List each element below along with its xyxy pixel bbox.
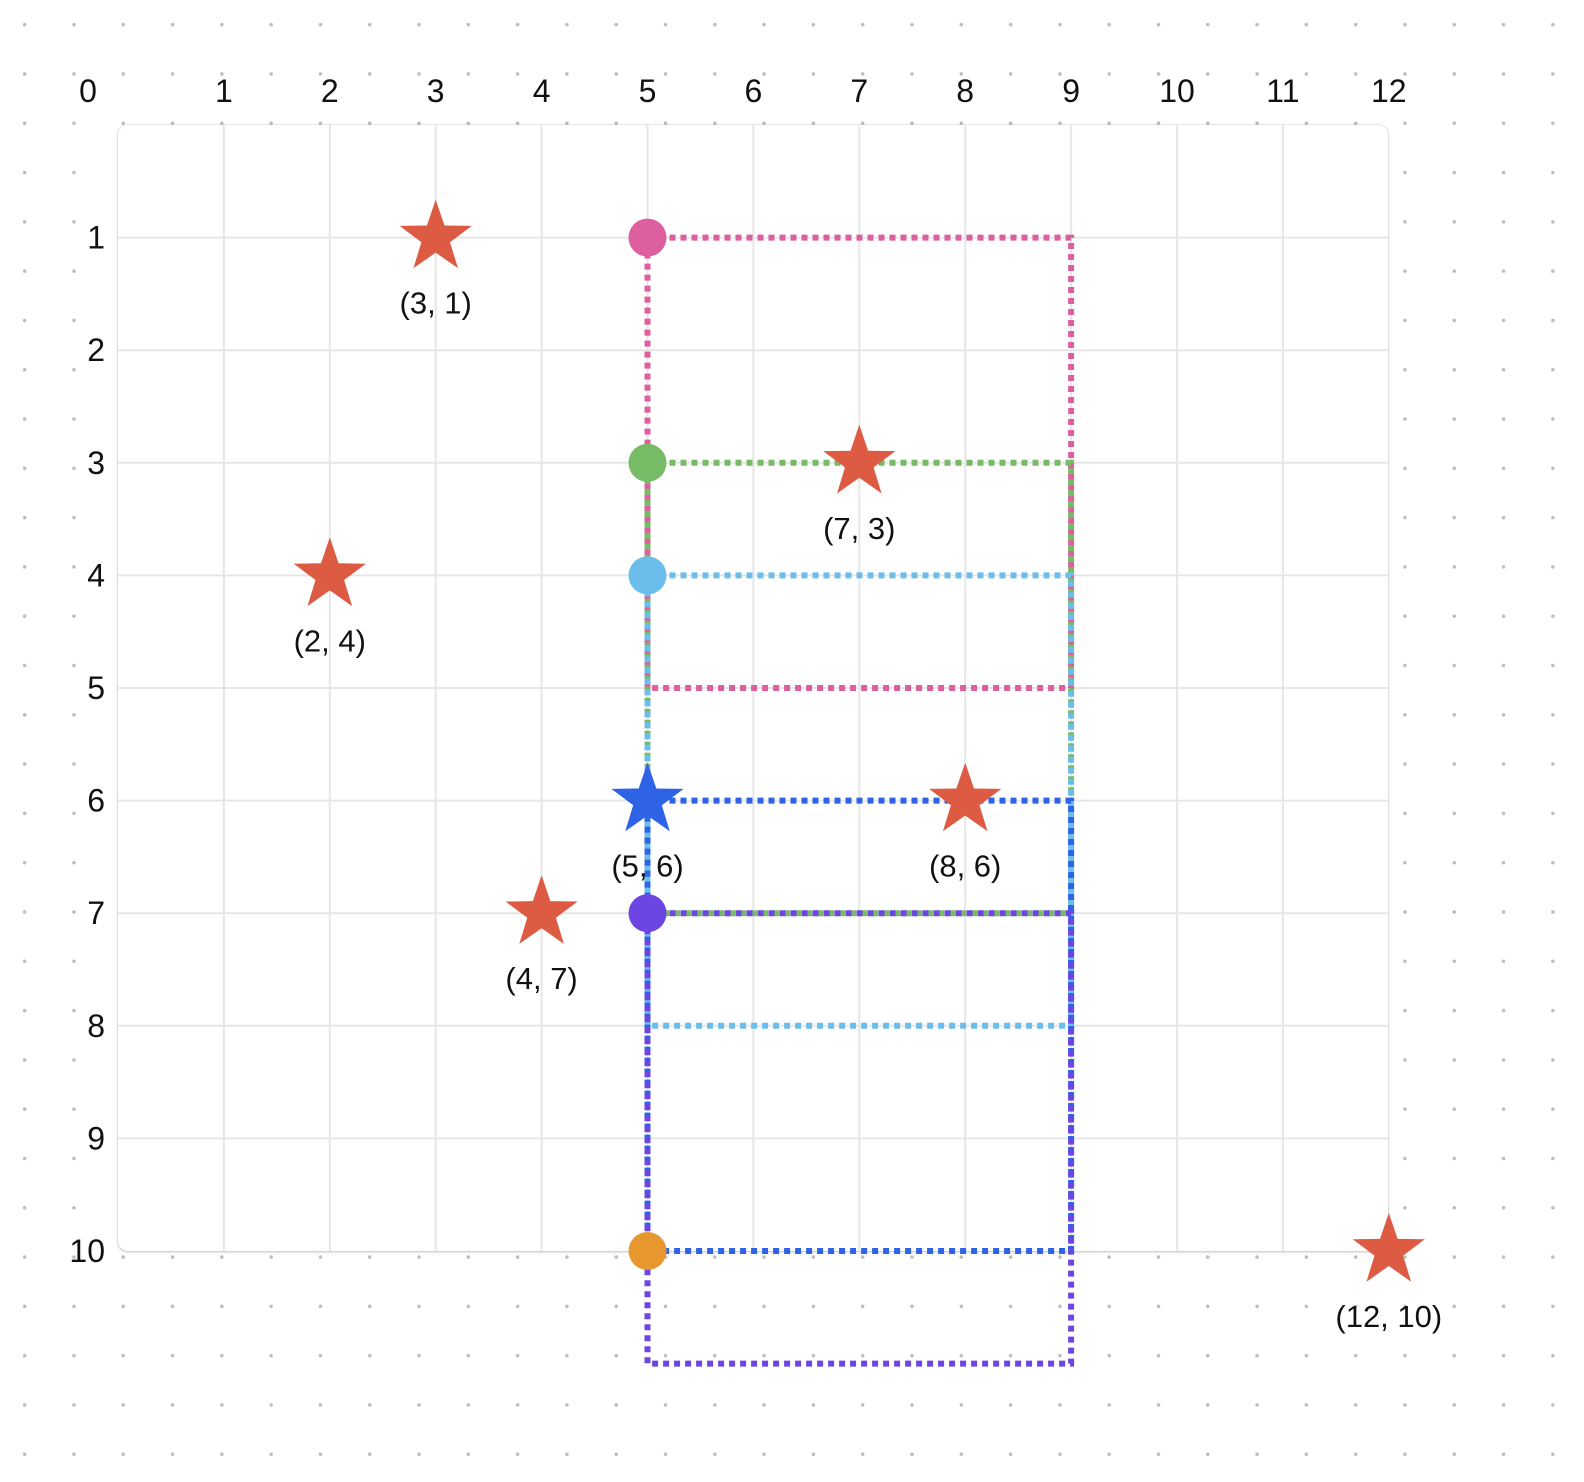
x-tick-label: 6 xyxy=(745,73,763,109)
star-icon xyxy=(611,762,684,832)
y-tick-label: 10 xyxy=(69,1233,105,1269)
y-tick-label: 1 xyxy=(87,220,105,256)
y-tick-label: 2 xyxy=(87,332,105,368)
star-points: (3, 1) (7, 3) (2, 4) (5, 6) (8, 6) (4, 7) (12,… xyxy=(293,199,1442,1334)
x-tick-label: 7 xyxy=(850,73,868,109)
y-tick-label: 4 xyxy=(87,557,105,593)
star-point-label: (12, 10) xyxy=(1335,1299,1442,1334)
y-tick-label: 3 xyxy=(87,445,105,481)
marker-dot-green xyxy=(628,443,667,482)
star-point-label: (3, 1) xyxy=(400,286,472,321)
marker-dot-pink xyxy=(628,218,667,257)
star-icon xyxy=(823,424,896,494)
y-tick-label: 8 xyxy=(87,1008,105,1044)
star-icon xyxy=(505,875,578,944)
x-tick-label: 8 xyxy=(956,73,974,109)
dotted-rectangle-purple xyxy=(644,910,1075,1367)
star-icon xyxy=(399,199,472,269)
y-tick-label: 6 xyxy=(87,783,105,819)
y-axis-ticks: 1 2 3 4 5 6 7 8 9 10 xyxy=(69,220,105,1269)
star-icon xyxy=(293,537,366,607)
star-icon xyxy=(929,762,1002,832)
star-point-label: (7, 3) xyxy=(823,511,895,546)
star-point-label: (4, 7) xyxy=(505,961,577,996)
y-tick-label: 9 xyxy=(87,1120,105,1156)
x-axis-ticks: 0 1 2 3 4 5 6 7 8 9 10 11 12 xyxy=(79,73,1406,109)
x-tick-label: 0 xyxy=(79,73,97,109)
marker-dot-purple xyxy=(628,894,667,933)
star-point-label: (2, 4) xyxy=(294,623,366,658)
x-tick-label: 12 xyxy=(1371,73,1407,109)
x-tick-label: 9 xyxy=(1062,73,1080,109)
x-tick-label: 11 xyxy=(1266,73,1299,109)
x-tick-label: 2 xyxy=(321,73,339,109)
star-icon xyxy=(1352,1213,1425,1282)
y-tick-label: 7 xyxy=(87,895,105,931)
marker-dots xyxy=(628,218,667,1270)
x-tick-label: 1 xyxy=(215,73,233,109)
x-tick-label: 3 xyxy=(427,73,445,109)
x-tick-label: 10 xyxy=(1159,73,1195,109)
x-tick-label: 5 xyxy=(639,73,657,109)
star-point-label: (5, 6) xyxy=(611,849,683,884)
marker-dot-light-blue xyxy=(628,556,667,595)
dotted-rectangle-blue xyxy=(644,797,1075,1254)
marker-dot-orange xyxy=(628,1232,667,1270)
x-tick-label: 4 xyxy=(533,73,551,109)
star-point-label: (8, 6) xyxy=(929,849,1001,884)
y-tick-label: 5 xyxy=(87,670,105,706)
